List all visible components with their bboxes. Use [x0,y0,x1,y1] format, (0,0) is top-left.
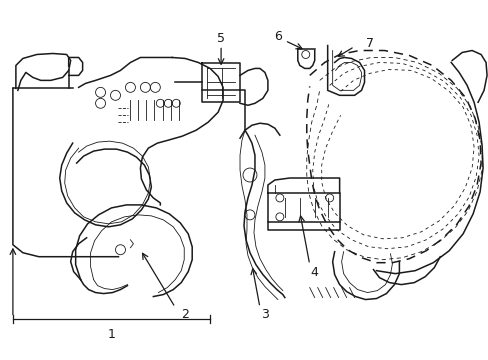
Text: 5: 5 [217,32,224,45]
Text: 4: 4 [310,266,318,279]
Text: 1: 1 [107,328,115,341]
Text: 2: 2 [181,308,189,321]
Text: 3: 3 [261,308,268,321]
Text: 6: 6 [273,30,281,43]
Text: 7: 7 [365,37,373,50]
